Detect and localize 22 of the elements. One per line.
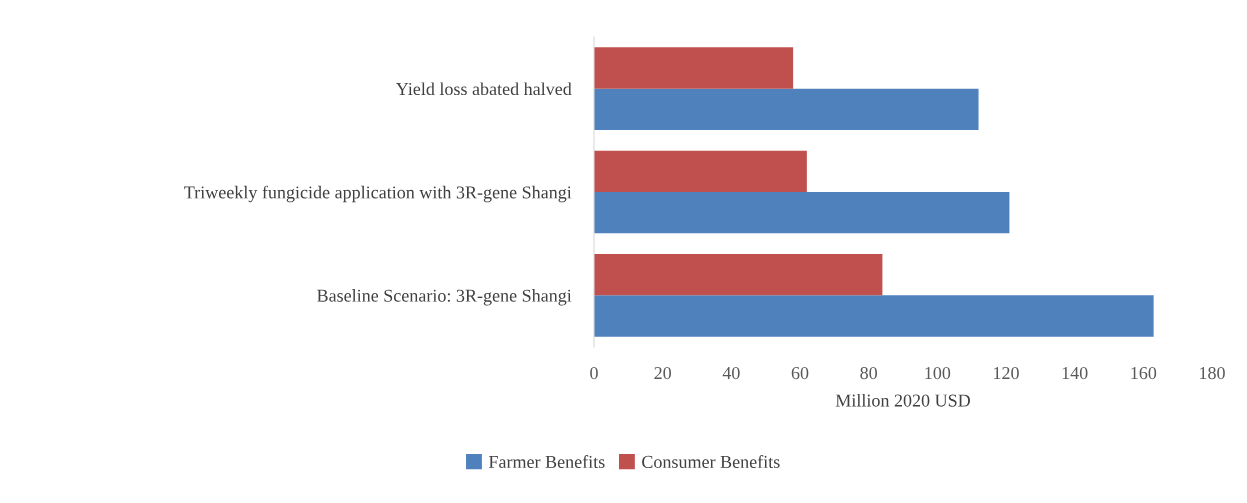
x-tick-label: 60 (791, 366, 809, 380)
legend-label: Consumer Benefits (642, 455, 780, 468)
bar (594, 88, 979, 130)
x-tick-label: 80 (860, 366, 878, 380)
x-tick-label: 0 (590, 366, 598, 380)
x-axis-title: Million 2020 USD (835, 393, 970, 407)
y-tick-label: Baseline Scenario: 3R-gene Shangi (317, 289, 572, 306)
bar (594, 192, 1010, 234)
x-tick-label: 180 (1200, 366, 1225, 380)
x-tick-label: 120 (994, 366, 1019, 380)
x-tick-label: 20 (654, 366, 672, 380)
bar (594, 150, 807, 192)
x-tick-label: 100 (925, 366, 951, 380)
y-tick-label: Yield loss abated halved (395, 82, 572, 96)
legend-label: Farmer Benefits (488, 455, 605, 468)
bar (594, 47, 794, 89)
x-tick-label: 140 (1062, 366, 1088, 380)
bar (594, 254, 883, 296)
x-tick-label: 40 (722, 366, 740, 380)
y-tick-label: Triweekly fungicide application with 3R-gene Shangi (184, 185, 572, 203)
bar (594, 295, 1154, 337)
x-tick-label: 160 (1131, 366, 1157, 380)
